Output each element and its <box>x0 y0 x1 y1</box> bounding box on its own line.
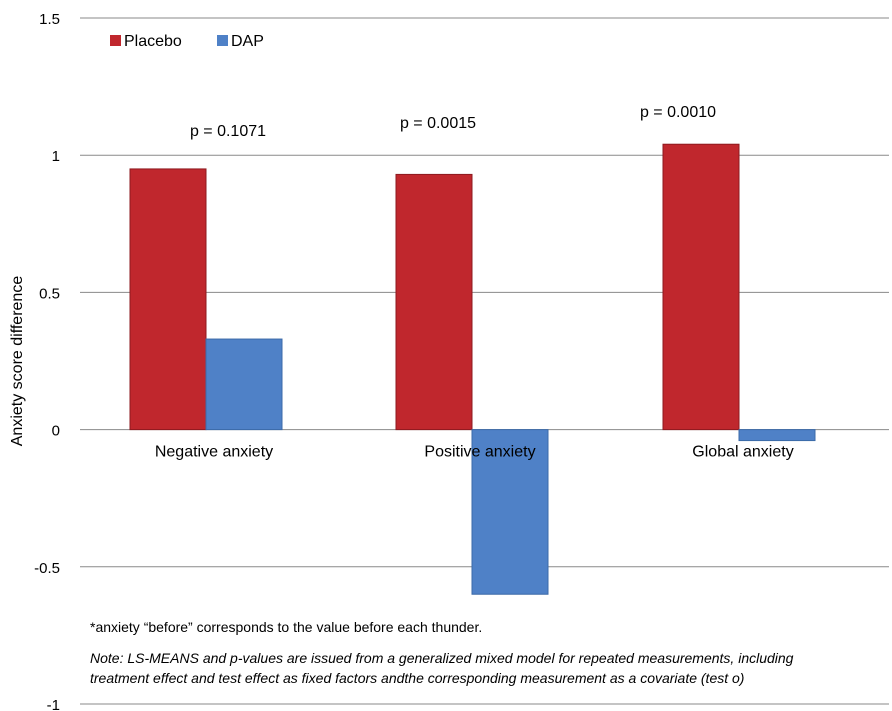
model-note-line-2: treatment effect and test effect as fixe… <box>90 670 745 686</box>
p-value-label: p = 0.0015 <box>400 115 476 132</box>
model-note: Note: LS-MEANS and p-values are issued f… <box>90 648 890 688</box>
bar-placebo-positive-anxiety <box>395 173 473 431</box>
y-tick-label: 1 <box>52 148 60 165</box>
footnote: *anxiety “before” corresponds to the val… <box>90 619 483 635</box>
bar-dap-global-anxiety <box>738 429 816 442</box>
legend-label-placebo: Placebo <box>124 33 182 50</box>
y-tick-label: 0.5 <box>39 285 60 302</box>
category-label: Positive anxiety <box>424 444 535 461</box>
legend-swatch-dap <box>217 35 228 46</box>
y-axis-label: Anxiety score difference <box>9 276 26 447</box>
legend-swatch-placebo <box>110 35 121 46</box>
category-label: Negative anxiety <box>155 444 273 461</box>
p-value-label: p = 0.1071 <box>190 123 266 140</box>
bar-placebo-negative-anxiety <box>129 168 207 431</box>
model-note-line-1: Note: LS-MEANS and p-values are issued f… <box>90 650 794 666</box>
bars <box>129 143 816 595</box>
legend-label-dap: DAP <box>231 33 264 50</box>
category-labels: Negative anxiety Positive anxiety Global a… <box>155 444 794 461</box>
legend: Placebo DAP <box>110 33 264 50</box>
y-axis-ticks: -1 -0.5 0 0.5 1 1.5 <box>34 11 60 711</box>
bar-dap-positive-anxiety <box>471 429 549 595</box>
y-tick-label: 1.5 <box>39 11 60 28</box>
y-tick-label: -1 <box>47 697 60 711</box>
category-label: Global anxiety <box>692 444 793 461</box>
bar-placebo-global-anxiety <box>662 143 740 431</box>
bar-dap-negative-anxiety <box>205 338 283 431</box>
y-tick-label: -0.5 <box>34 560 60 577</box>
y-tick-label: 0 <box>52 423 60 440</box>
p-value-annotations: p = 0.1071 p = 0.0015 p = 0.0010 <box>190 104 716 140</box>
p-value-label: p = 0.0010 <box>640 104 716 121</box>
